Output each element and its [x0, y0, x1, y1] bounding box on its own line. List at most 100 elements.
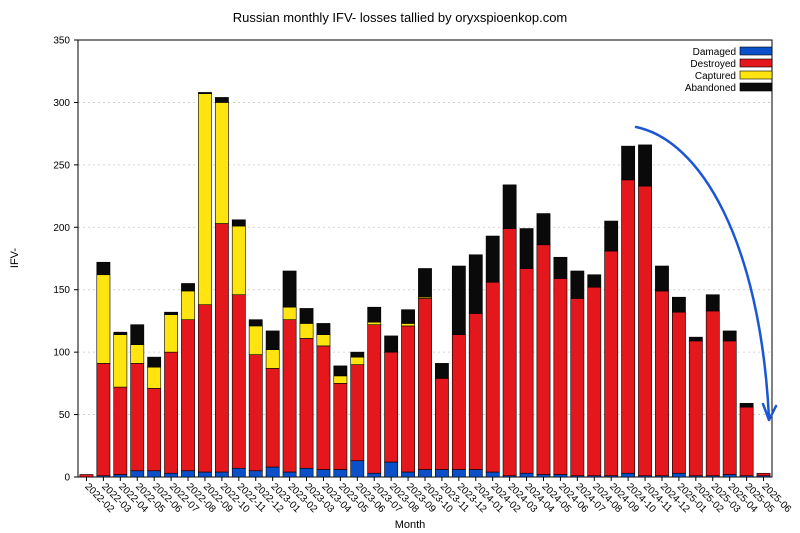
bar-segment-destroyed	[96, 363, 111, 477]
bar-segment-damaged	[316, 469, 331, 478]
bar-segment-destroyed	[164, 351, 178, 474]
bar-segment-captured	[248, 325, 263, 355]
bar-segment-destroyed	[536, 244, 551, 475]
bar-segment-damaged	[519, 472, 534, 478]
bar-segment-damaged	[435, 469, 449, 478]
bar-segment-abandoned	[231, 219, 246, 227]
bar-segment-abandoned	[96, 261, 111, 276]
bar-segment-abandoned	[638, 144, 652, 187]
legend-label-damaged: Damaged	[693, 47, 736, 58]
bar-segment-abandoned	[536, 213, 551, 246]
bar-segment-abandoned	[502, 184, 517, 229]
bar-segment-damaged	[621, 472, 636, 478]
y-tick-label: 150	[53, 285, 70, 296]
bar-segment-damaged	[418, 469, 432, 478]
bar-segment-captured	[231, 225, 246, 296]
bar-segment-damaged	[451, 469, 466, 478]
bar-segment-abandoned	[451, 265, 466, 335]
bar-segment-destroyed	[231, 294, 246, 469]
bar-segment-destroyed	[299, 338, 314, 469]
bar-segment-captured	[367, 321, 382, 325]
bar-segment-abandoned	[418, 268, 432, 298]
bar-segment-damaged	[350, 460, 365, 478]
bar-segment-captured	[214, 102, 229, 224]
bar-segment-destroyed	[655, 290, 669, 477]
bar-segment-damaged	[214, 471, 229, 478]
bar-segment-damaged	[231, 467, 246, 478]
bar-segment-destroyed	[333, 383, 348, 470]
bar-segment-destroyed	[553, 278, 568, 475]
bar-segment-destroyed	[316, 345, 331, 470]
y-tick-label: 100	[53, 348, 70, 359]
bar-segment-destroyed	[214, 223, 229, 473]
bar-segment-captured	[333, 375, 348, 384]
bar-segment-damaged	[265, 466, 280, 478]
bar-segment-destroyed	[147, 388, 162, 472]
bar-segment-captured	[164, 314, 178, 353]
y-axis-label: IFV-	[9, 248, 21, 269]
bar-segment-abandoned	[316, 323, 331, 335]
bar-segment-abandoned	[604, 220, 619, 252]
bar-segment-destroyed	[621, 179, 636, 474]
bar-segment-abandoned	[722, 330, 737, 342]
bar-segment-damaged	[113, 474, 128, 478]
bar-segment-abandoned	[621, 145, 636, 181]
bar-segment-damaged	[468, 469, 483, 478]
legend-label-destroyed: Destroyed	[690, 59, 736, 70]
bar-segment-captured	[147, 366, 162, 389]
bar-segment-damaged	[248, 470, 263, 478]
bar-segment-damaged	[282, 471, 297, 478]
bar-segment-destroyed	[384, 351, 399, 463]
bar-segment-abandoned	[705, 294, 720, 312]
bar-segment-destroyed	[485, 281, 500, 473]
bar-segment-damaged	[536, 474, 551, 478]
bar-segment-damaged	[401, 471, 415, 478]
bar-segment-captured	[113, 334, 128, 388]
bar-segment-captured	[299, 323, 314, 339]
bar-segment-destroyed	[672, 311, 686, 474]
bar-segment-captured	[198, 93, 212, 305]
bar-segment-destroyed	[705, 310, 720, 477]
bar-segment-destroyed	[181, 319, 195, 472]
legend-label-abandoned: Abandoned	[685, 83, 736, 94]
bar-segment-abandoned	[587, 274, 602, 288]
bar-segment-captured	[96, 274, 111, 364]
bar-segment-abandoned	[265, 330, 280, 350]
bar-segment-destroyed	[130, 363, 145, 472]
bar-segment-abandoned	[367, 306, 382, 323]
bar-segment-damaged	[553, 474, 568, 478]
bar-segment-destroyed	[350, 364, 365, 462]
bar-segment-captured	[401, 323, 415, 327]
bar-segment-damaged	[198, 471, 212, 478]
bar-segment-destroyed	[79, 474, 94, 478]
bar-segment-abandoned	[214, 97, 229, 103]
bar-segment-abandoned	[147, 356, 162, 368]
bar-segment-abandoned	[181, 283, 195, 292]
bar-segment-destroyed	[502, 228, 517, 477]
bar-segment-damaged	[299, 467, 314, 478]
bar-segment-destroyed	[282, 319, 297, 473]
bar-segment-destroyed	[248, 354, 263, 472]
bar-segment-destroyed	[435, 378, 449, 470]
bar-segment-destroyed	[198, 304, 212, 473]
bar-segment-abandoned	[570, 270, 585, 299]
bar-segment-abandoned	[350, 351, 365, 358]
bar-segment-destroyed	[739, 406, 754, 477]
bar-segment-captured	[316, 334, 331, 347]
bar-segment-destroyed	[265, 368, 280, 468]
bar-segment-abandoned	[299, 308, 314, 324]
bar-segment-damaged	[722, 474, 737, 478]
bar-segment-abandoned	[248, 319, 263, 327]
bar-segment-abandoned	[333, 365, 348, 377]
bar-segment-damaged	[333, 469, 348, 478]
bars	[79, 92, 771, 478]
y-tick-label: 50	[59, 410, 71, 421]
legend-label-captured: Captured	[695, 71, 736, 82]
bar-segment-destroyed	[401, 325, 415, 473]
bar-segment-destroyed	[756, 472, 771, 477]
legend-swatch-abandoned	[739, 82, 773, 92]
bar-segment-destroyed	[418, 298, 432, 470]
bar-segment-damaged	[384, 461, 399, 478]
annotation-arrow-head	[761, 402, 778, 422]
bar-segment-abandoned	[282, 270, 297, 308]
